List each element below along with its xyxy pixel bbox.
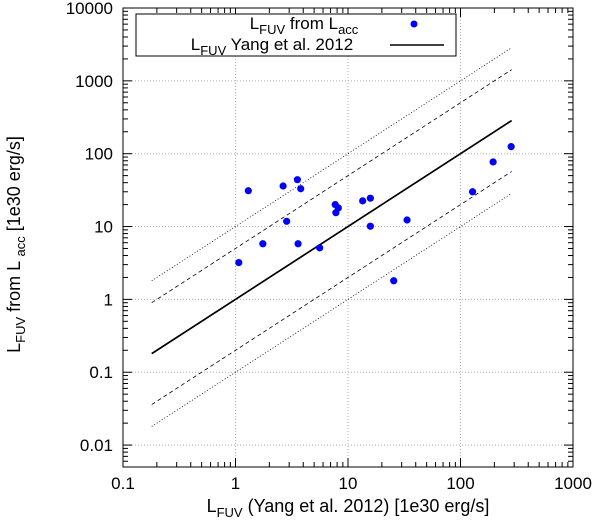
guide-line-dotted-x0.1 [151,193,512,427]
y-tick-label: 10000 [66,0,113,18]
legend-label-yang: LFUV Yang et al. 2012 [191,35,353,58]
y-tick-label: 100 [85,145,113,164]
data-point [390,277,398,285]
data-point [366,222,374,230]
data-point [468,188,477,196]
x-axis-label: LFUV (Yang et al. 2012) [1e30 erg/s] [207,496,490,520]
data-point [297,185,305,193]
axis-ticks [122,7,574,467]
series-lines [151,119,513,355]
x-tick-label: 0.1 [111,474,135,493]
guide-line-dashed-x0.2 [151,171,512,405]
data-point [489,158,497,166]
data-point [366,194,374,202]
data-point [507,143,515,151]
grid-lines [123,8,573,467]
data-point [294,240,302,248]
guide-lines [151,47,512,427]
x-tick-label: 100 [446,474,474,493]
data-point [235,258,243,267]
legend-box [135,13,457,57]
data-point [244,187,252,195]
yang-2012-line [151,119,513,355]
y-tick-label: 1000 [75,72,113,91]
tick-labels: 0.1 1 10 100 1000 0.01 0.1 1 10 100 1000 10000 [66,0,592,493]
data-point [403,216,411,224]
data-point [283,217,291,225]
legend: LFUV from Lacc LFUV Yang et al. 2012 [135,13,457,58]
y-tick-label: 0.1 [89,363,113,382]
x-tick-label: 10 [339,474,358,493]
data-point [293,176,302,184]
guide-line-dashed-x5 [151,69,512,304]
data-point [334,204,342,212]
data-point [316,244,324,252]
y-tick-label: 10 [94,218,113,237]
legend-label-lacc: LFUV from Lacc [250,14,359,37]
y-tick-label: 1 [104,290,113,309]
data-point [259,240,267,248]
guide-line-dotted-x10 [151,47,512,282]
x-tick-label: 1 [231,474,240,493]
x-tick-label: 1000 [554,474,592,493]
y-axis-label: LFUV from L acc [1e30 erg/s] [4,136,28,353]
y-tick-label: 0.01 [80,436,113,455]
legend-marker-lacc [410,20,418,28]
data-points [235,143,515,285]
data-point [279,182,287,190]
data-point [359,197,367,205]
